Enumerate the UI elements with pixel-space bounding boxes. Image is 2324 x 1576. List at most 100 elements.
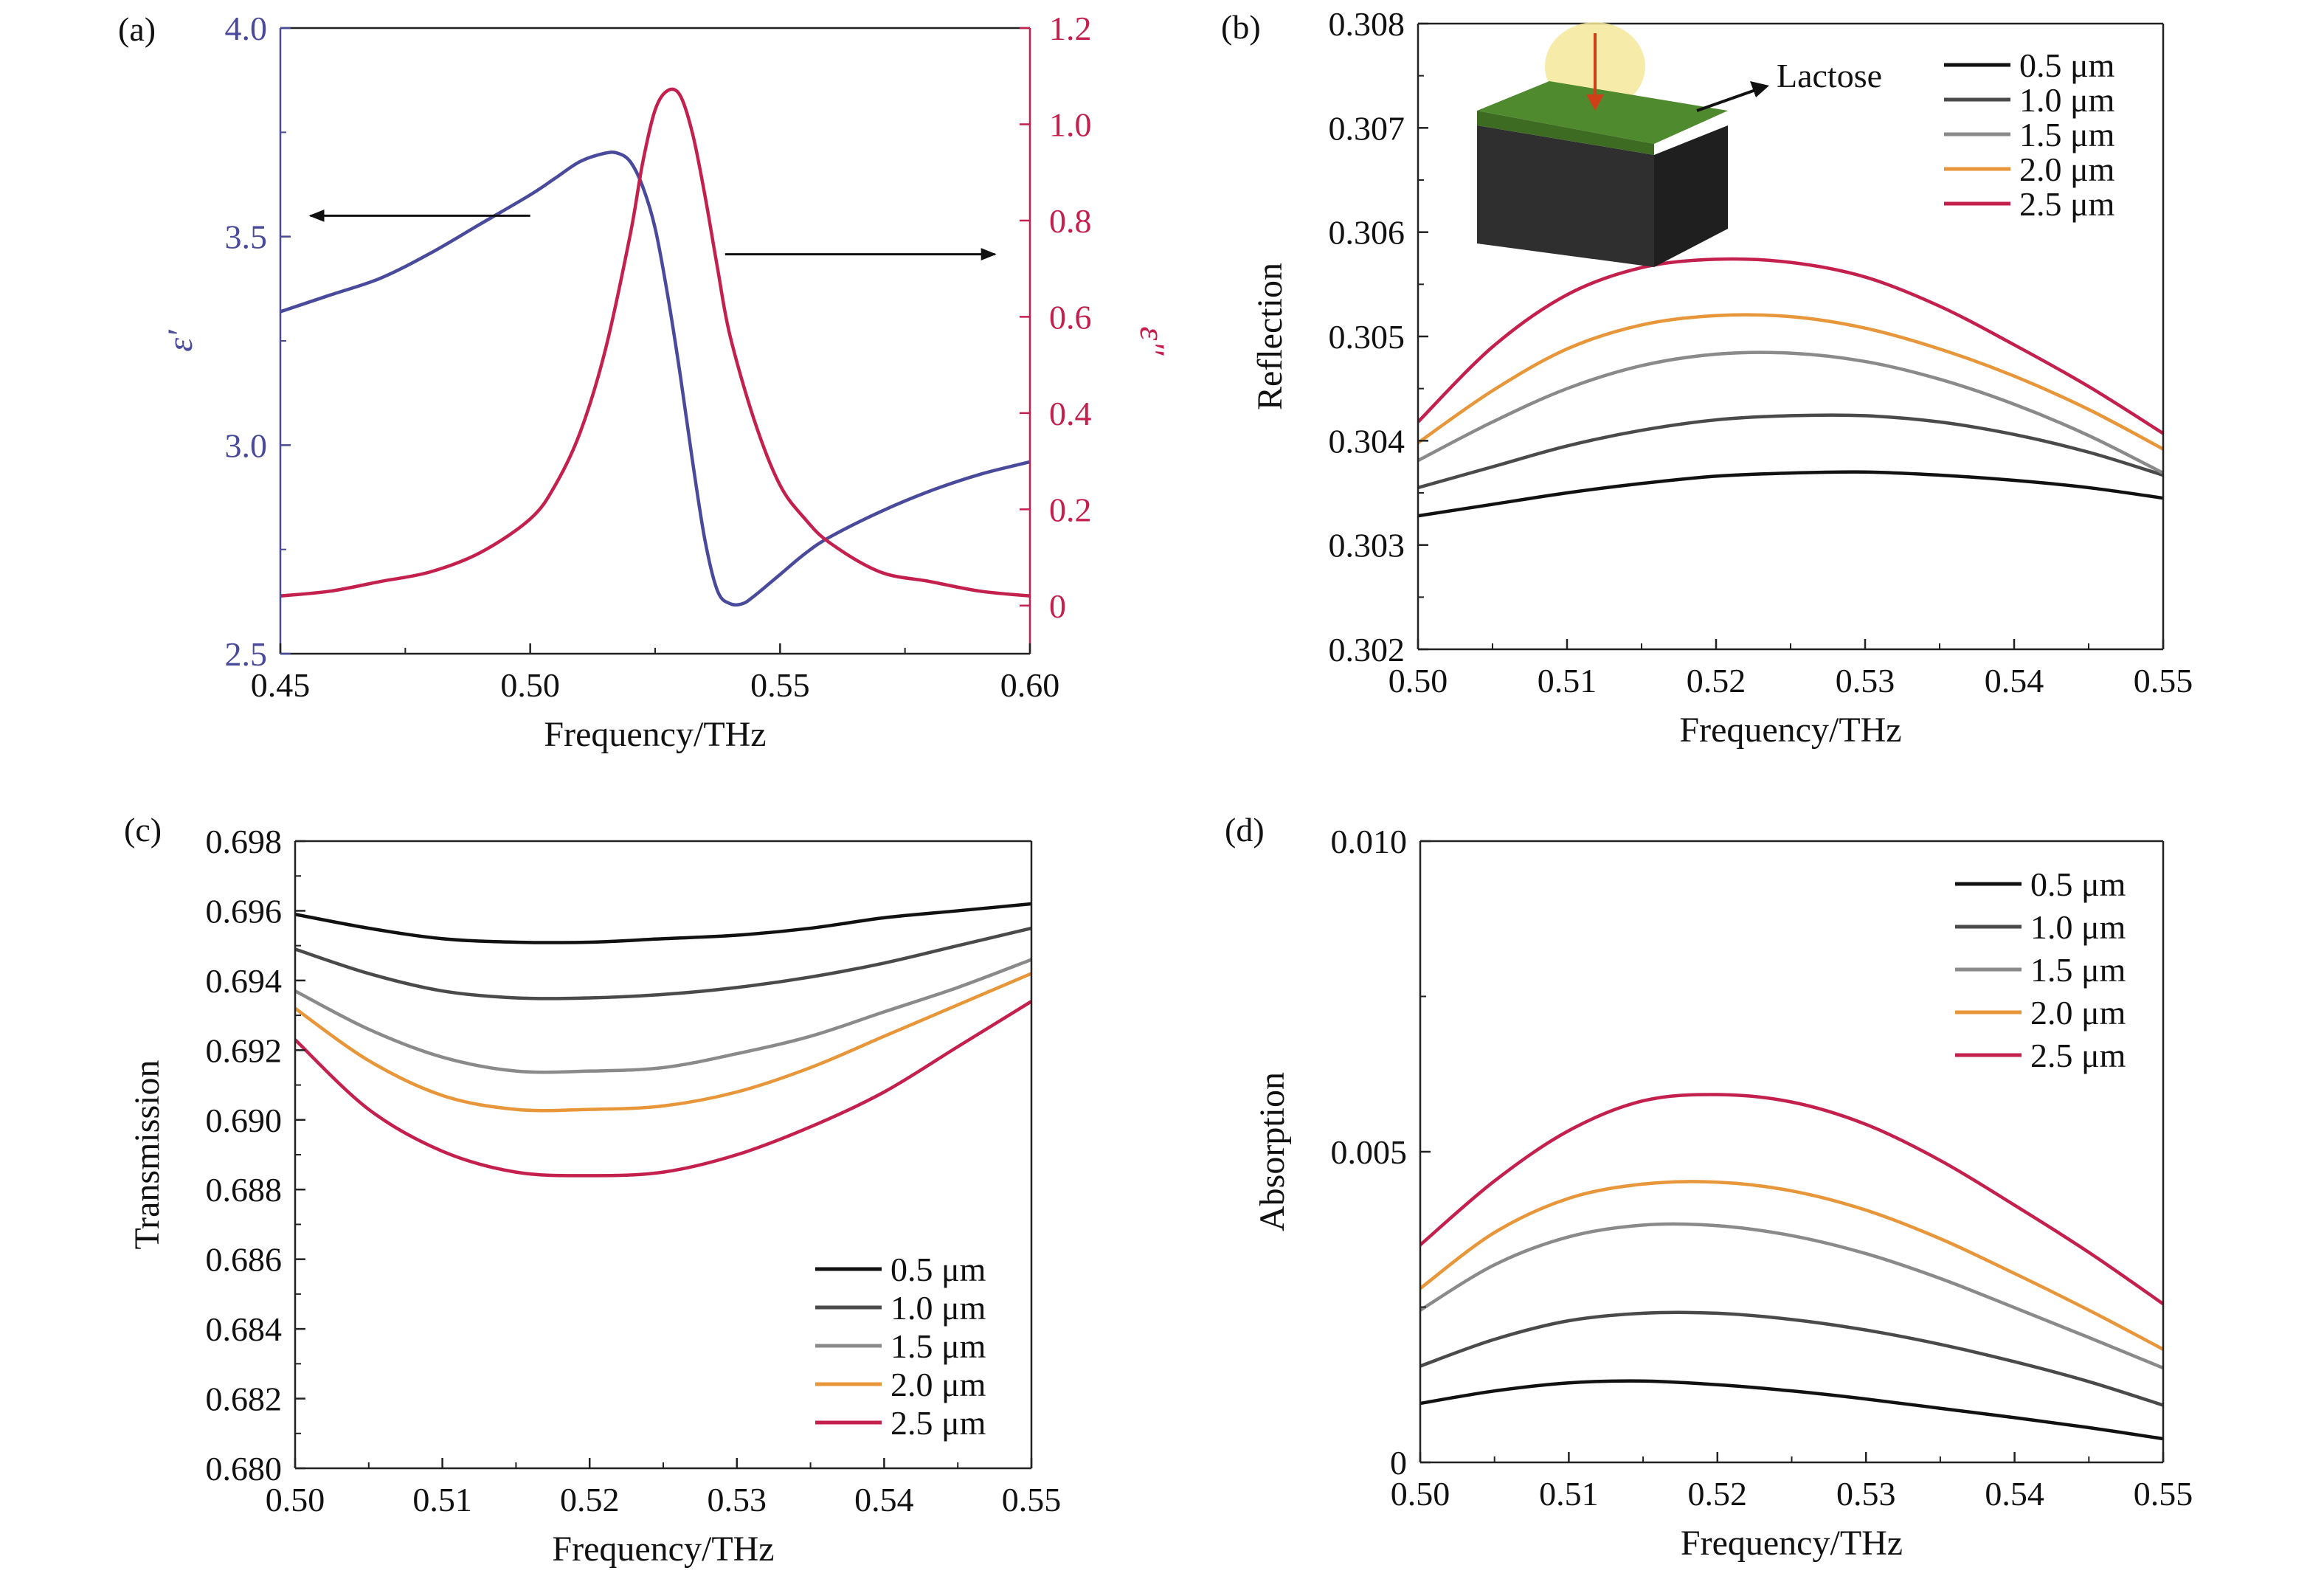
series-line-2.5um bbox=[1420, 1093, 2163, 1306]
x-tick-label: 0.50 bbox=[266, 1481, 325, 1518]
x-axis-label: Frequency/THz bbox=[1681, 1524, 1903, 1563]
y-right-tick-label: 0 bbox=[1049, 587, 1066, 625]
legend-label: 1.5 μm bbox=[2030, 951, 2126, 989]
lactose-label: Lactose bbox=[1777, 57, 1882, 94]
lactose-layer bbox=[1477, 81, 1728, 144]
y-tick-label: 0 bbox=[1390, 1444, 1407, 1482]
series-line-1.5um bbox=[295, 958, 1031, 1074]
x-tick-label: 0.55 bbox=[1002, 1481, 1062, 1518]
lactose-inset: Lactose bbox=[1477, 22, 1882, 267]
x-axis-label: Frequency/THz bbox=[552, 1530, 774, 1569]
legend-label: 2.5 μm bbox=[890, 1404, 986, 1442]
y-tick-label: 0.692 bbox=[206, 1031, 283, 1069]
lactose-pointer bbox=[1696, 87, 1760, 112]
x-tick-label: 0.51 bbox=[1539, 1475, 1599, 1513]
lactose-pointer-head bbox=[1750, 81, 1769, 97]
series-line-0.5um bbox=[1420, 1379, 2163, 1441]
y-right-tick-label: 0.2 bbox=[1049, 491, 1092, 528]
lactose-layer-edge bbox=[1477, 111, 1654, 155]
series-line-1.0um bbox=[295, 926, 1031, 1000]
x-tick-label: 0.50 bbox=[500, 666, 560, 704]
incident-beam-arrowhead bbox=[1586, 94, 1604, 111]
legend-label: 2.0 μm bbox=[890, 1366, 986, 1403]
legend-label: 2.5 μm bbox=[2019, 185, 2115, 223]
legend-label: 1.0 μm bbox=[2030, 908, 2126, 946]
y-tick-label: 0.308 bbox=[1329, 5, 1405, 43]
series-line-1.5um bbox=[1420, 1222, 2163, 1370]
x-tick-label: 0.52 bbox=[1688, 1475, 1748, 1513]
x-tick-label: 0.53 bbox=[1836, 662, 1895, 699]
plot-area bbox=[295, 902, 1031, 1178]
panel-a: (a) 0.45 0.50 0.55 0.60 2.5 3.0 3.5 4.0 0 0.2 0.4 0.… bbox=[118, 10, 1172, 754]
y-tick-label: 0.305 bbox=[1329, 318, 1405, 356]
panel-label: (c) bbox=[124, 811, 162, 849]
series-line-2.5um bbox=[295, 1000, 1031, 1178]
y-tick-label: 3.0 bbox=[225, 426, 268, 464]
y-axis-label: Transmission bbox=[128, 1060, 167, 1250]
panel-label: (d) bbox=[1225, 811, 1265, 849]
legend: 0.5 μm1.0 μm1.5 μm2.0 μm2.5 μm bbox=[815, 1251, 986, 1442]
y-tick-label: 0.680 bbox=[206, 1450, 283, 1487]
legend-label: 0.5 μm bbox=[2019, 46, 2115, 84]
series-line-left bbox=[280, 150, 1030, 607]
legend-label: 1.5 μm bbox=[890, 1327, 986, 1365]
x-tick-label: 0.51 bbox=[1538, 662, 1597, 699]
y-tick-label: 0.307 bbox=[1329, 109, 1405, 147]
x-axis-label: Frequency/THz bbox=[1679, 711, 1901, 750]
x-tick-label: 0.60 bbox=[1000, 666, 1060, 704]
x-tick-label: 0.50 bbox=[1391, 1475, 1450, 1513]
series-line-1.0um bbox=[1418, 413, 2163, 490]
legend-label: 2.5 μm bbox=[2030, 1037, 2126, 1074]
y-tick-label: 0.694 bbox=[206, 962, 283, 1000]
y-right-tick-label: 1.0 bbox=[1049, 106, 1092, 143]
y-tick-label: 0.306 bbox=[1329, 214, 1405, 252]
y-tick-label: 0.682 bbox=[206, 1380, 283, 1418]
x-tick-label: 0.54 bbox=[854, 1481, 914, 1518]
series-line-2.0um bbox=[295, 972, 1031, 1113]
y-right-tick-label: 0.6 bbox=[1049, 298, 1092, 336]
series-line-right bbox=[280, 87, 1030, 598]
x-tick-label: 0.55 bbox=[2134, 662, 2193, 699]
y-tick-label: 0.686 bbox=[206, 1241, 283, 1279]
panel-label: (a) bbox=[118, 10, 156, 48]
legend-label: 1.0 μm bbox=[890, 1289, 986, 1327]
panel-b: (b) 0.50 0.51 0.52 0.53 0.54 0.55 0.302 0.303 0.3… bbox=[1221, 5, 2193, 750]
y-right-tick-label: 1.2 bbox=[1049, 10, 1092, 47]
y-tick-label: 2.5 bbox=[225, 635, 268, 673]
series-line-2.5um bbox=[1418, 257, 2163, 435]
y-axis-label: Absorption bbox=[1253, 1072, 1292, 1231]
y-right-tick-label: 0.8 bbox=[1049, 202, 1092, 240]
panel-c: (c) 0.50 0.51 0.52 0.53 0.54 0.55 0.680 0.682 0.6… bbox=[124, 811, 1061, 1569]
legend-label: 1.5 μm bbox=[2019, 116, 2115, 153]
legend-label: 1.0 μm bbox=[2019, 81, 2115, 119]
series-line-1.5um bbox=[1418, 350, 2163, 475]
y-axis-label: ε′ bbox=[161, 329, 200, 352]
y-tick-label: 0.010 bbox=[1331, 823, 1408, 860]
y-tick-label: 0.005 bbox=[1331, 1133, 1408, 1171]
legend-label: 0.5 μm bbox=[2030, 865, 2126, 903]
panel-d: (d) 0.50 0.51 0.52 0.53 0.54 0.55 0 0.005 0.010 Fr… bbox=[1225, 811, 2193, 1563]
y-tick-label: 0.304 bbox=[1329, 422, 1405, 460]
x-tick-label: 0.52 bbox=[1687, 662, 1746, 699]
x-tick-label: 0.54 bbox=[1985, 1475, 2044, 1513]
series-line-0.5um bbox=[1418, 470, 2163, 518]
plot-area bbox=[280, 87, 1030, 607]
y-tick-label: 0.303 bbox=[1329, 527, 1405, 564]
x-tick-label: 0.54 bbox=[1985, 662, 2044, 699]
legend: 0.5 μm1.0 μm1.5 μm2.0 μm2.5 μm bbox=[1944, 46, 2115, 223]
x-tick-label: 0.51 bbox=[412, 1481, 472, 1518]
series-line-2.0um bbox=[1420, 1180, 2163, 1351]
y-tick-label: 0.688 bbox=[206, 1171, 283, 1209]
y-tick-label: 0.696 bbox=[206, 892, 283, 930]
y-tick-label: 4.0 bbox=[225, 10, 268, 47]
substrate-side bbox=[1654, 125, 1728, 267]
substrate-front bbox=[1477, 125, 1654, 267]
x-tick-label: 0.53 bbox=[1836, 1475, 1896, 1513]
y-right-tick-label: 0.4 bbox=[1049, 395, 1092, 432]
y-tick-label: 3.5 bbox=[225, 218, 268, 256]
x-tick-label: 0.55 bbox=[750, 666, 810, 704]
plot-area bbox=[1420, 1093, 2163, 1441]
y-axis-label: Reflection bbox=[1251, 263, 1290, 410]
panel-label: (b) bbox=[1221, 8, 1261, 46]
